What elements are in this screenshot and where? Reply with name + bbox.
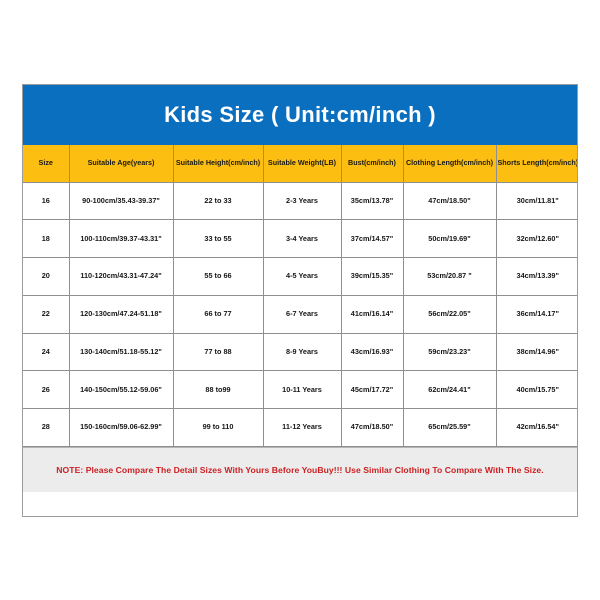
- table-row: 16 90-100cm/35.43-39.37" 22 to 33 2-3 Ye…: [23, 181, 577, 221]
- column-header-size: Size: [23, 145, 70, 183]
- cell-size: 16: [23, 181, 70, 221]
- cell-size: 24: [23, 332, 70, 372]
- table-header: Size Suitable Age(years) Suitable Height…: [23, 145, 577, 183]
- cell-bust: 35cm/13.78": [340, 181, 404, 221]
- cell-suitable-age: 100-110cm/39.37-43.31": [68, 219, 174, 259]
- cell-size: 22: [23, 294, 70, 334]
- note-text: NOTE: Please Compare The Detail Sizes Wi…: [56, 465, 544, 476]
- table-row: 24 130-140cm/51.18-55.12" 77 to 88 8-9 Y…: [23, 332, 577, 372]
- cell-clothing-length: 50cm/19.69": [402, 219, 497, 259]
- cell-suitable-weight: 3-4 Years: [262, 219, 342, 259]
- size-chart-card: Kids Size ( Unit:cm/inch ) Size Suitable…: [22, 84, 578, 517]
- cell-suitable-weight: 10-11 Years: [262, 370, 342, 410]
- size-chart-table: Size Suitable Age(years) Suitable Height…: [23, 145, 577, 448]
- cell-bust: 45cm/17.72": [340, 370, 404, 410]
- column-header-suitable-age: Suitable Age(years): [68, 145, 174, 183]
- page-title: Kids Size ( Unit:cm/inch ): [164, 102, 436, 127]
- cell-clothing-length: 59cm/23.23": [402, 332, 497, 372]
- cell-bust: 39cm/15.35": [340, 257, 404, 296]
- cell-shorts-length: 38cm/14.96": [495, 332, 577, 372]
- column-header-suitable-height: Suitable Height(cm/inch): [172, 145, 264, 183]
- cell-suitable-weight: 8-9 Years: [262, 332, 342, 372]
- column-header-clothing-length: Clothing Length(cm/inch): [402, 145, 497, 183]
- table-header-row: Size Suitable Age(years) Suitable Height…: [23, 145, 577, 183]
- cell-suitable-age: 130-140cm/51.18-55.12": [68, 332, 174, 372]
- table-row: 18 100-110cm/39.37-43.31" 33 to 55 3-4 Y…: [23, 219, 577, 259]
- note-bar: NOTE: Please Compare The Detail Sizes Wi…: [23, 447, 577, 493]
- column-header-shorts-length: Shorts Length(cm/inch): [495, 145, 577, 183]
- cell-suitable-weight: 6-7 Years: [262, 294, 342, 334]
- table-row: 20 110-120cm/43.31-47.24" 55 to 66 4-5 Y…: [23, 257, 577, 296]
- cell-size: 26: [23, 370, 70, 410]
- cell-shorts-length: 40cm/15.75": [495, 370, 577, 410]
- cell-suitable-height: 55 to 66: [172, 257, 264, 296]
- column-header-suitable-weight: Suitable Weight(LB): [262, 145, 342, 183]
- cell-clothing-length: 56cm/22.05": [402, 294, 497, 334]
- cell-suitable-height: 22 to 33: [172, 181, 264, 221]
- cell-size: 28: [23, 408, 70, 448]
- cell-shorts-length: 30cm/11.81": [495, 181, 577, 221]
- cell-suitable-age: 90-100cm/35.43-39.37": [68, 181, 174, 221]
- cell-bust: 41cm/16.14": [340, 294, 404, 334]
- cell-clothing-length: 53cm/20.87 ": [402, 257, 497, 296]
- cell-shorts-length: 32cm/12.60": [495, 219, 577, 259]
- cell-bust: 43cm/16.93": [340, 332, 404, 372]
- cell-bust: 37cm/14.57": [340, 219, 404, 259]
- cell-suitable-weight: 2-3 Years: [262, 181, 342, 221]
- cell-suitable-height: 88 to99: [172, 370, 264, 410]
- cell-clothing-length: 65cm/25.59": [402, 408, 497, 448]
- cell-suitable-height: 33 to 55: [172, 219, 264, 259]
- cell-suitable-weight: 4-5 Years: [262, 257, 342, 296]
- cell-suitable-age: 120-130cm/47.24-51.18": [68, 294, 174, 334]
- cell-size: 20: [23, 257, 70, 296]
- cell-shorts-length: 42cm/16.54": [495, 408, 577, 448]
- cell-suitable-height: 99 to 110: [172, 408, 264, 448]
- cell-bust: 47cm/18.50": [340, 408, 404, 448]
- cell-shorts-length: 36cm/14.17": [495, 294, 577, 334]
- cell-shorts-length: 34cm/13.39": [495, 257, 577, 296]
- table-body: 16 90-100cm/35.43-39.37" 22 to 33 2-3 Ye…: [23, 181, 577, 448]
- cell-suitable-weight: 11-12 Years: [262, 408, 342, 448]
- cell-clothing-length: 62cm/24.41": [402, 370, 497, 410]
- cell-suitable-age: 110-120cm/43.31-47.24": [68, 257, 174, 296]
- cell-suitable-age: 150-160cm/59.06-62.99": [68, 408, 174, 448]
- cell-size: 18: [23, 219, 70, 259]
- table-row: 26 140-150cm/55.12-59.06" 88 to99 10-11 …: [23, 370, 577, 410]
- cell-clothing-length: 47cm/18.50": [402, 181, 497, 221]
- table-row: 22 120-130cm/47.24-51.18" 66 to 77 6-7 Y…: [23, 294, 577, 334]
- cell-suitable-height: 66 to 77: [172, 294, 264, 334]
- chart-title-bar: Kids Size ( Unit:cm/inch ): [23, 85, 577, 145]
- table-row: 28 150-160cm/59.06-62.99" 99 to 110 11-1…: [23, 408, 577, 448]
- cell-suitable-age: 140-150cm/55.12-59.06": [68, 370, 174, 410]
- column-header-bust: Bust(cm/inch): [340, 145, 404, 183]
- cell-suitable-height: 77 to 88: [172, 332, 264, 372]
